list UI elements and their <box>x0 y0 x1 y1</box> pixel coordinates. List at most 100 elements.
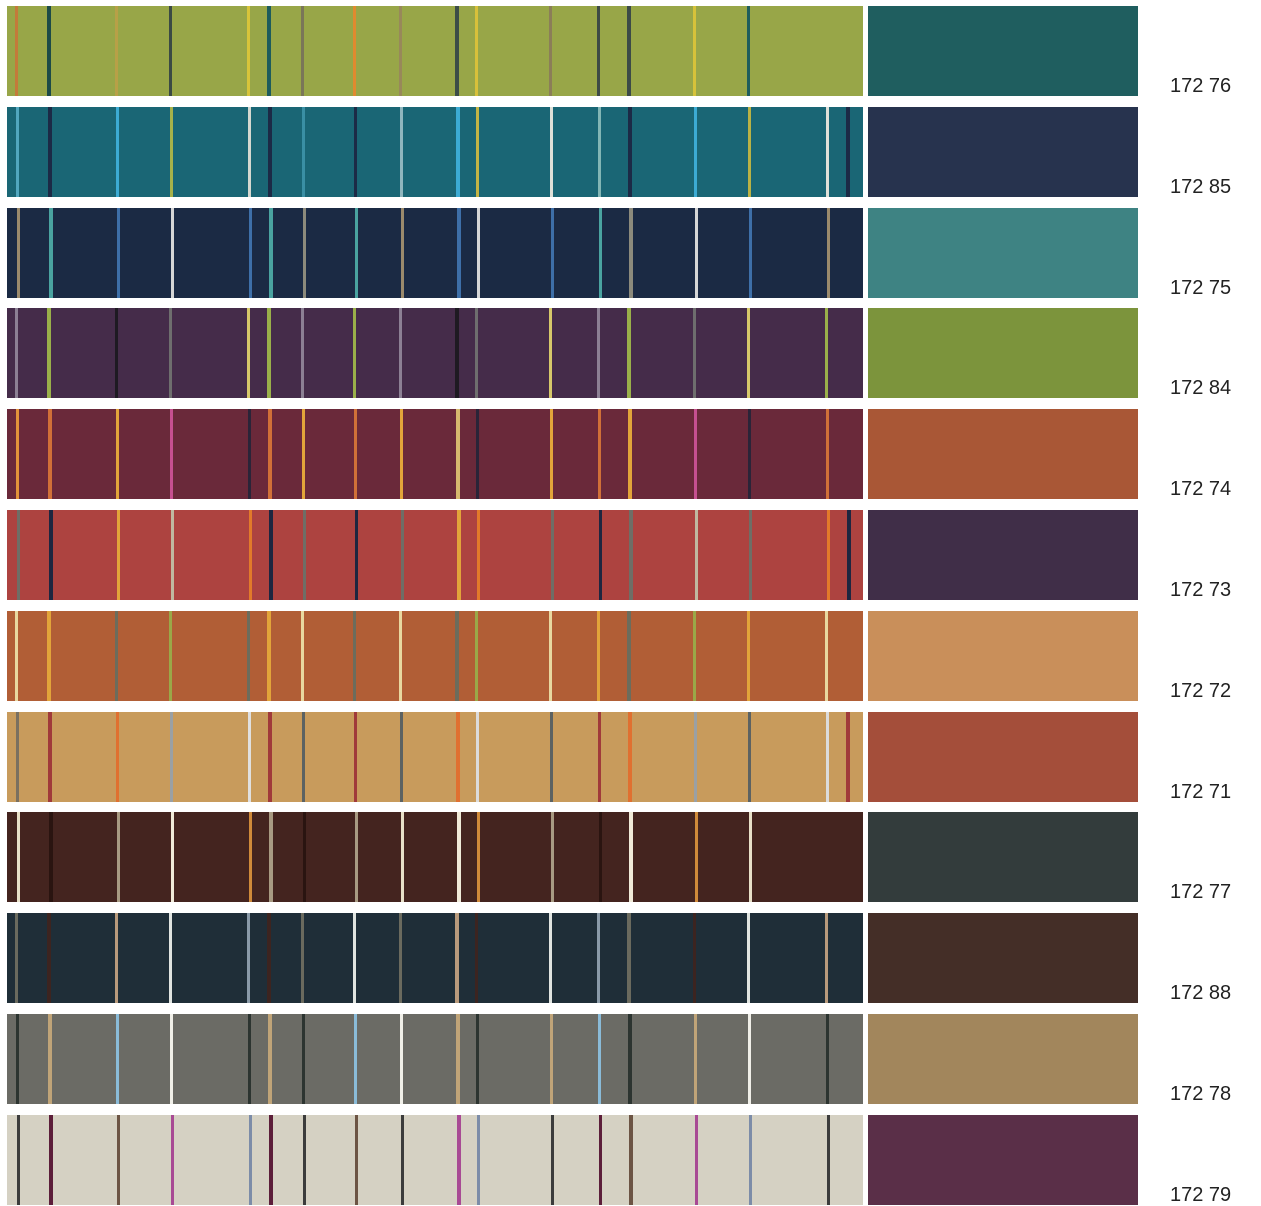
stripe-line <box>551 1115 554 1205</box>
stripe-line <box>550 1014 553 1104</box>
stripe-line <box>267 6 271 96</box>
stripe-line <box>400 1014 403 1104</box>
stripe-line <box>627 6 631 96</box>
stripe-line <box>550 409 553 499</box>
stripe-line <box>456 1014 460 1104</box>
swatch-row: 172 72 <box>0 611 1261 701</box>
swatch-code-label: 172 85 <box>1170 176 1232 198</box>
striped-fabric-swatch <box>7 107 863 197</box>
stripe-line <box>695 1115 698 1205</box>
stripe-line <box>549 611 552 701</box>
swatch-code-label: 172 78 <box>1170 1083 1232 1105</box>
stripe-line <box>827 1115 830 1205</box>
stripe-line <box>47 913 51 1003</box>
stripe-line <box>269 510 273 600</box>
stripe-line <box>170 1014 173 1104</box>
stripe-line <box>748 107 751 197</box>
stripe-line <box>48 409 52 499</box>
stripe-line <box>17 812 20 902</box>
stripe-line <box>598 712 601 802</box>
stripe-line <box>171 812 174 902</box>
stripe-line <box>302 1014 305 1104</box>
stripe-line <box>47 6 51 96</box>
stripe-line <box>693 308 696 398</box>
stripe-line <box>302 107 305 197</box>
stripe-line <box>303 1115 306 1205</box>
stripe-line <box>354 1014 357 1104</box>
stripe-line <box>303 208 306 298</box>
stripe-line <box>748 409 751 499</box>
swatch-row: 172 73 <box>0 510 1261 600</box>
stripe-line <box>171 208 174 298</box>
stripe-line <box>169 611 172 701</box>
solid-color-swatch <box>868 1014 1138 1104</box>
stripe-line <box>16 409 19 499</box>
stripe-line <box>599 1115 602 1205</box>
swatch-row: 172 71 <box>0 712 1261 802</box>
stripe-line <box>269 812 273 902</box>
stripe-line <box>627 308 631 398</box>
solid-color-swatch <box>868 913 1138 1003</box>
stripe-line <box>456 409 460 499</box>
stripe-line <box>248 409 251 499</box>
stripe-line <box>247 6 250 96</box>
striped-fabric-swatch <box>7 812 863 902</box>
stripe-line <box>353 308 356 398</box>
stripe-line <box>400 712 403 802</box>
stripe-line <box>456 712 460 802</box>
stripe-line <box>355 208 358 298</box>
stripe-line <box>628 1014 632 1104</box>
solid-color-swatch <box>868 1115 1138 1205</box>
swatch-code-label: 172 74 <box>1170 478 1232 500</box>
stripe-line <box>825 308 828 398</box>
stripe-line <box>301 913 304 1003</box>
striped-fabric-swatch <box>7 611 863 701</box>
stripe-line <box>747 611 750 701</box>
stripe-line <box>401 510 404 600</box>
solid-color-swatch <box>868 107 1138 197</box>
stripe-line <box>15 308 18 398</box>
stripe-line <box>749 208 752 298</box>
solid-color-swatch <box>868 409 1138 499</box>
stripe-line <box>115 913 118 1003</box>
stripe-line <box>476 1014 479 1104</box>
stripe-line <box>550 107 553 197</box>
stripe-line <box>457 1115 461 1205</box>
stripe-line <box>117 208 120 298</box>
stripe-line <box>170 712 173 802</box>
stripe-line <box>171 510 174 600</box>
stripe-line <box>475 611 478 701</box>
stripe-line <box>550 712 553 802</box>
stripe-line <box>49 510 53 600</box>
stripe-line <box>353 611 356 701</box>
stripe-line <box>693 913 696 1003</box>
stripe-line <box>401 208 404 298</box>
swatch-code-label: 172 79 <box>1170 1184 1232 1206</box>
stripe-line <box>267 913 271 1003</box>
stripe-line <box>457 208 461 298</box>
stripe-line <box>477 812 480 902</box>
stripe-line <box>17 208 20 298</box>
stripe-line <box>399 611 402 701</box>
stripe-line <box>247 611 250 701</box>
stripe-line <box>47 611 51 701</box>
swatch-code-label: 172 72 <box>1170 680 1232 702</box>
striped-fabric-swatch <box>7 308 863 398</box>
stripe-line <box>170 107 173 197</box>
stripe-line <box>117 812 120 902</box>
stripe-line <box>268 107 272 197</box>
stripe-line <box>749 1115 752 1205</box>
striped-fabric-swatch <box>7 208 863 298</box>
solid-color-swatch <box>868 208 1138 298</box>
striped-fabric-swatch <box>7 409 863 499</box>
striped-fabric-swatch <box>7 1115 863 1205</box>
stripe-line <box>16 712 19 802</box>
stripe-line <box>16 1014 19 1104</box>
stripe-line <box>354 107 357 197</box>
stripe-line <box>355 1115 358 1205</box>
stripe-line <box>457 510 461 600</box>
stripe-line <box>455 308 459 398</box>
solid-color-swatch <box>868 812 1138 902</box>
swatch-row: 172 78 <box>0 1014 1261 1104</box>
stripe-line <box>48 107 52 197</box>
